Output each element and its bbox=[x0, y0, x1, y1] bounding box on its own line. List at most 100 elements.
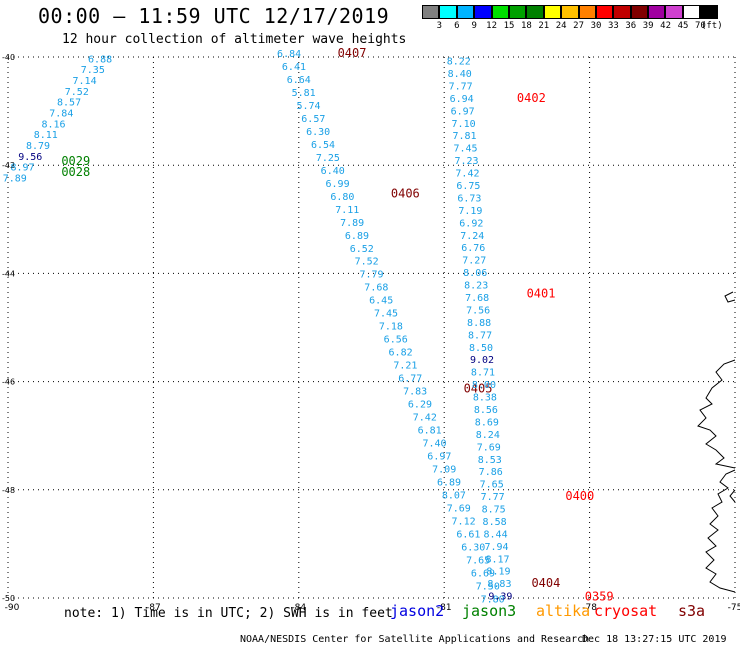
swh-value: 7.21 bbox=[393, 361, 417, 372]
swh-value: 8.44 bbox=[484, 529, 508, 540]
color-swatch bbox=[648, 5, 666, 19]
color-swatch bbox=[700, 5, 718, 19]
credit-text: NOAA/NESDIS Center for Satellite Applica… bbox=[240, 634, 590, 645]
swh-value: 7.23 bbox=[454, 156, 478, 167]
swh-value: 9.39 bbox=[488, 592, 512, 603]
swh-value: 7.81 bbox=[453, 131, 477, 142]
swh-value: 7.18 bbox=[379, 322, 403, 333]
color-scale-label: 21 bbox=[538, 21, 550, 31]
color-scale-label: 15 bbox=[503, 21, 515, 31]
swh-value: 7.10 bbox=[452, 119, 476, 130]
color-scale-labels: 3 6 9 12 15 18 21 24 27 30 33 36 39 42 45 70 (ft) bbox=[422, 21, 740, 33]
color-swatch bbox=[682, 5, 701, 19]
swh-value: 9.02 bbox=[470, 355, 494, 366]
color-scale-label: 45 bbox=[677, 21, 689, 31]
y-tick-label: -50 bbox=[2, 594, 15, 603]
color-scale-label: 27 bbox=[573, 21, 585, 31]
x-tick-label: -78 bbox=[582, 603, 597, 613]
swh-value: 8.97 bbox=[10, 163, 34, 174]
swh-value: 7.69 bbox=[477, 442, 501, 453]
swh-value: 6.89 bbox=[437, 477, 461, 488]
swh-value: 6.41 bbox=[282, 62, 306, 73]
swh-value: 7.79 bbox=[359, 270, 383, 281]
swh-value: 7.86 bbox=[479, 467, 503, 478]
swh-value: 8.50 bbox=[469, 343, 493, 354]
swh-value: 7.89 bbox=[340, 218, 364, 229]
map-title: 00:00 – 11:59 UTC 12/17/2019 bbox=[38, 4, 390, 28]
swh-value: 5.81 bbox=[292, 88, 316, 99]
swh-value: 8.19 bbox=[486, 567, 510, 578]
swh-value: 6.94 bbox=[450, 94, 474, 105]
color-swatch bbox=[578, 5, 596, 19]
swh-value: 7.45 bbox=[453, 144, 477, 155]
color-scale-label: 30 bbox=[590, 21, 602, 31]
swh-value: 9.56 bbox=[18, 152, 42, 163]
swh-value: 8.57 bbox=[57, 98, 81, 109]
swh-value: 7.42 bbox=[455, 169, 479, 180]
y-tick-label: -44 bbox=[2, 269, 15, 278]
swh-value: 8.40 bbox=[448, 69, 472, 80]
swh-value: 7.40 bbox=[422, 439, 446, 450]
swh-value: 8.11 bbox=[34, 130, 58, 141]
swh-value: 6.54 bbox=[311, 140, 335, 151]
color-swatch bbox=[439, 5, 457, 19]
swh-value: 6.57 bbox=[301, 114, 325, 125]
color-swatch bbox=[561, 5, 579, 19]
x-tick-label: -87 bbox=[146, 603, 161, 613]
swh-value: 6.81 bbox=[418, 426, 442, 437]
color-scale-label: 70 bbox=[694, 21, 706, 31]
mission-label-jason2: jason2 bbox=[390, 602, 445, 620]
mission-label-jason3: jason3 bbox=[462, 602, 517, 620]
mission-label-altika: altika bbox=[536, 602, 591, 620]
color-scale-label: 12 bbox=[486, 21, 498, 31]
swh-value: 8.23 bbox=[464, 281, 488, 292]
y-tick-label: -42 bbox=[2, 161, 15, 170]
swh-value: 7.68 bbox=[364, 283, 388, 294]
swh-value: 6.73 bbox=[457, 193, 481, 204]
coastline bbox=[729, 489, 736, 503]
swh-value: 7.56 bbox=[466, 305, 490, 316]
color-scale-label: 18 bbox=[520, 21, 532, 31]
color-swatch bbox=[595, 5, 614, 19]
swh-value: 7.65 bbox=[466, 555, 490, 566]
swh-value: 6.89 bbox=[345, 231, 369, 242]
swh-value: 7.52 bbox=[65, 87, 89, 98]
color-swatch bbox=[456, 5, 475, 19]
swh-value: 8.38 bbox=[473, 393, 497, 404]
swh-value: 6.61 bbox=[456, 529, 480, 540]
swh-value: 6.88 bbox=[88, 54, 112, 65]
swh-value: 6.97 bbox=[427, 452, 451, 463]
swh-value: 7.80 bbox=[481, 594, 505, 605]
color-scale-label: 36 bbox=[625, 21, 637, 31]
swh-value: 6.82 bbox=[389, 348, 413, 359]
time-label: 0401 bbox=[527, 287, 556, 301]
swh-value: 7.50 bbox=[476, 581, 500, 592]
swh-value: 8.56 bbox=[474, 405, 498, 416]
swh-value: 8.00 bbox=[472, 380, 496, 391]
color-scale bbox=[422, 5, 718, 19]
time-label: 0402 bbox=[517, 91, 546, 105]
swh-value: 7.69 bbox=[447, 503, 471, 514]
color-swatch bbox=[422, 5, 440, 19]
x-tick-label: -84 bbox=[291, 603, 306, 613]
swh-value: 8.53 bbox=[478, 455, 502, 466]
y-tick-label: -46 bbox=[2, 378, 15, 387]
swh-value: 7.65 bbox=[480, 480, 504, 491]
swh-value: 7.77 bbox=[449, 81, 473, 92]
mission-label-cryosat: cryosat bbox=[594, 602, 658, 620]
color-scale-label: 33 bbox=[607, 21, 619, 31]
swh-value: 6.64 bbox=[287, 75, 311, 86]
swh-value: 5.74 bbox=[296, 101, 320, 112]
coastline bbox=[705, 469, 736, 593]
swh-value: 6.69 bbox=[471, 568, 495, 579]
color-scale-label: 9 bbox=[471, 21, 477, 31]
swh-value: 7.45 bbox=[374, 309, 398, 320]
time-label: 0029 bbox=[61, 154, 90, 168]
x-tick-label: -75 bbox=[728, 603, 740, 613]
color-swatch bbox=[665, 5, 683, 19]
swh-value: 8.79 bbox=[26, 141, 50, 152]
swh-value: 8.16 bbox=[42, 119, 66, 130]
swh-value: 6.92 bbox=[459, 218, 483, 229]
swh-value: 8.24 bbox=[476, 430, 500, 441]
